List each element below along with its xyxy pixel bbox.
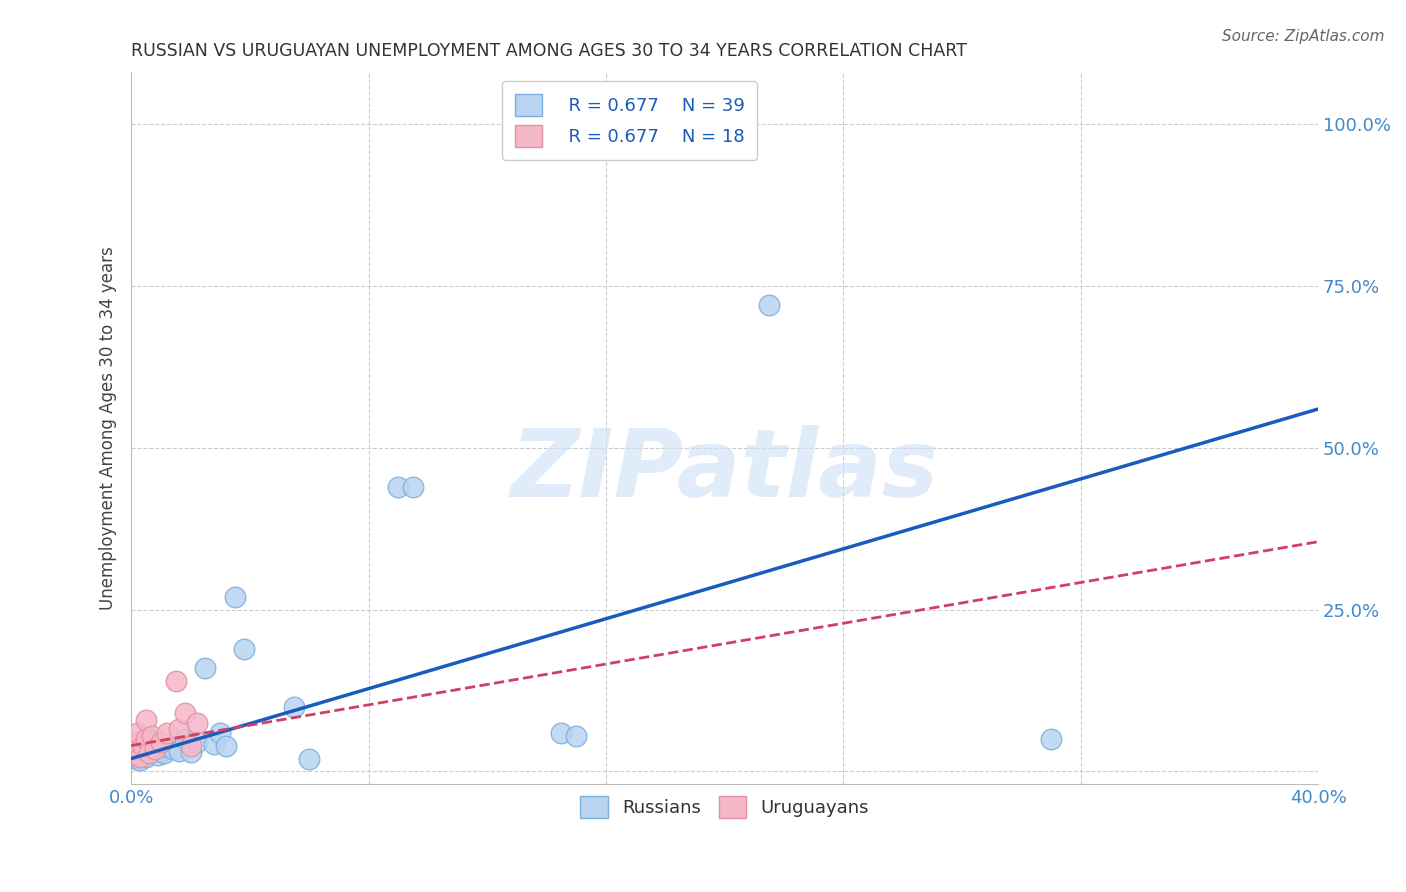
Point <box>135 750 157 764</box>
Y-axis label: Unemployment Among Ages 30 to 34 years: Unemployment Among Ages 30 to 34 years <box>100 246 117 610</box>
Point <box>138 747 160 761</box>
Point <box>173 732 195 747</box>
Point <box>129 745 152 759</box>
Point <box>186 715 208 730</box>
Point <box>132 739 155 753</box>
Point <box>146 748 169 763</box>
Point <box>132 739 155 754</box>
Point <box>129 750 152 764</box>
Point <box>122 748 145 763</box>
Point <box>153 747 176 761</box>
Text: ZIPatlas: ZIPatlas <box>510 425 939 517</box>
Point <box>132 744 155 758</box>
Point <box>298 751 321 765</box>
Point <box>550 725 572 739</box>
Point <box>209 725 232 739</box>
Point <box>1040 732 1063 747</box>
Point <box>387 480 409 494</box>
Point <box>402 480 425 494</box>
Point <box>758 298 780 312</box>
Point <box>565 729 588 743</box>
Point <box>162 741 184 756</box>
Point <box>141 741 163 756</box>
Legend: Russians, Uruguayans: Russians, Uruguayans <box>574 789 876 825</box>
Text: Source: ZipAtlas.com: Source: ZipAtlas.com <box>1222 29 1385 44</box>
Point <box>127 751 149 765</box>
Point <box>127 741 149 756</box>
Point <box>180 745 202 759</box>
Point <box>165 673 187 688</box>
Point <box>283 699 305 714</box>
Point <box>141 729 163 743</box>
Point <box>138 747 160 761</box>
Point <box>138 732 160 747</box>
Point <box>186 735 208 749</box>
Point <box>180 739 202 753</box>
Point <box>233 641 256 656</box>
Point <box>202 737 225 751</box>
Point <box>122 739 145 753</box>
Point <box>135 713 157 727</box>
Point <box>194 661 217 675</box>
Point <box>135 737 157 751</box>
Text: RUSSIAN VS URUGUAYAN UNEMPLOYMENT AMONG AGES 30 TO 34 YEARS CORRELATION CHART: RUSSIAN VS URUGUAYAN UNEMPLOYMENT AMONG … <box>131 42 967 60</box>
Point <box>149 735 172 749</box>
Point <box>129 735 152 749</box>
Point <box>156 739 179 754</box>
Point <box>122 735 145 749</box>
Point <box>127 725 149 739</box>
Point <box>135 732 157 747</box>
Point <box>122 748 145 763</box>
Point <box>224 590 246 604</box>
Point <box>149 744 172 758</box>
Point <box>143 739 166 754</box>
Point <box>129 753 152 767</box>
Point <box>143 741 166 756</box>
Point <box>127 741 149 756</box>
Point <box>167 723 190 737</box>
Point <box>156 725 179 739</box>
Point <box>173 706 195 721</box>
Point <box>143 745 166 759</box>
Point <box>215 739 238 753</box>
Point <box>167 744 190 758</box>
